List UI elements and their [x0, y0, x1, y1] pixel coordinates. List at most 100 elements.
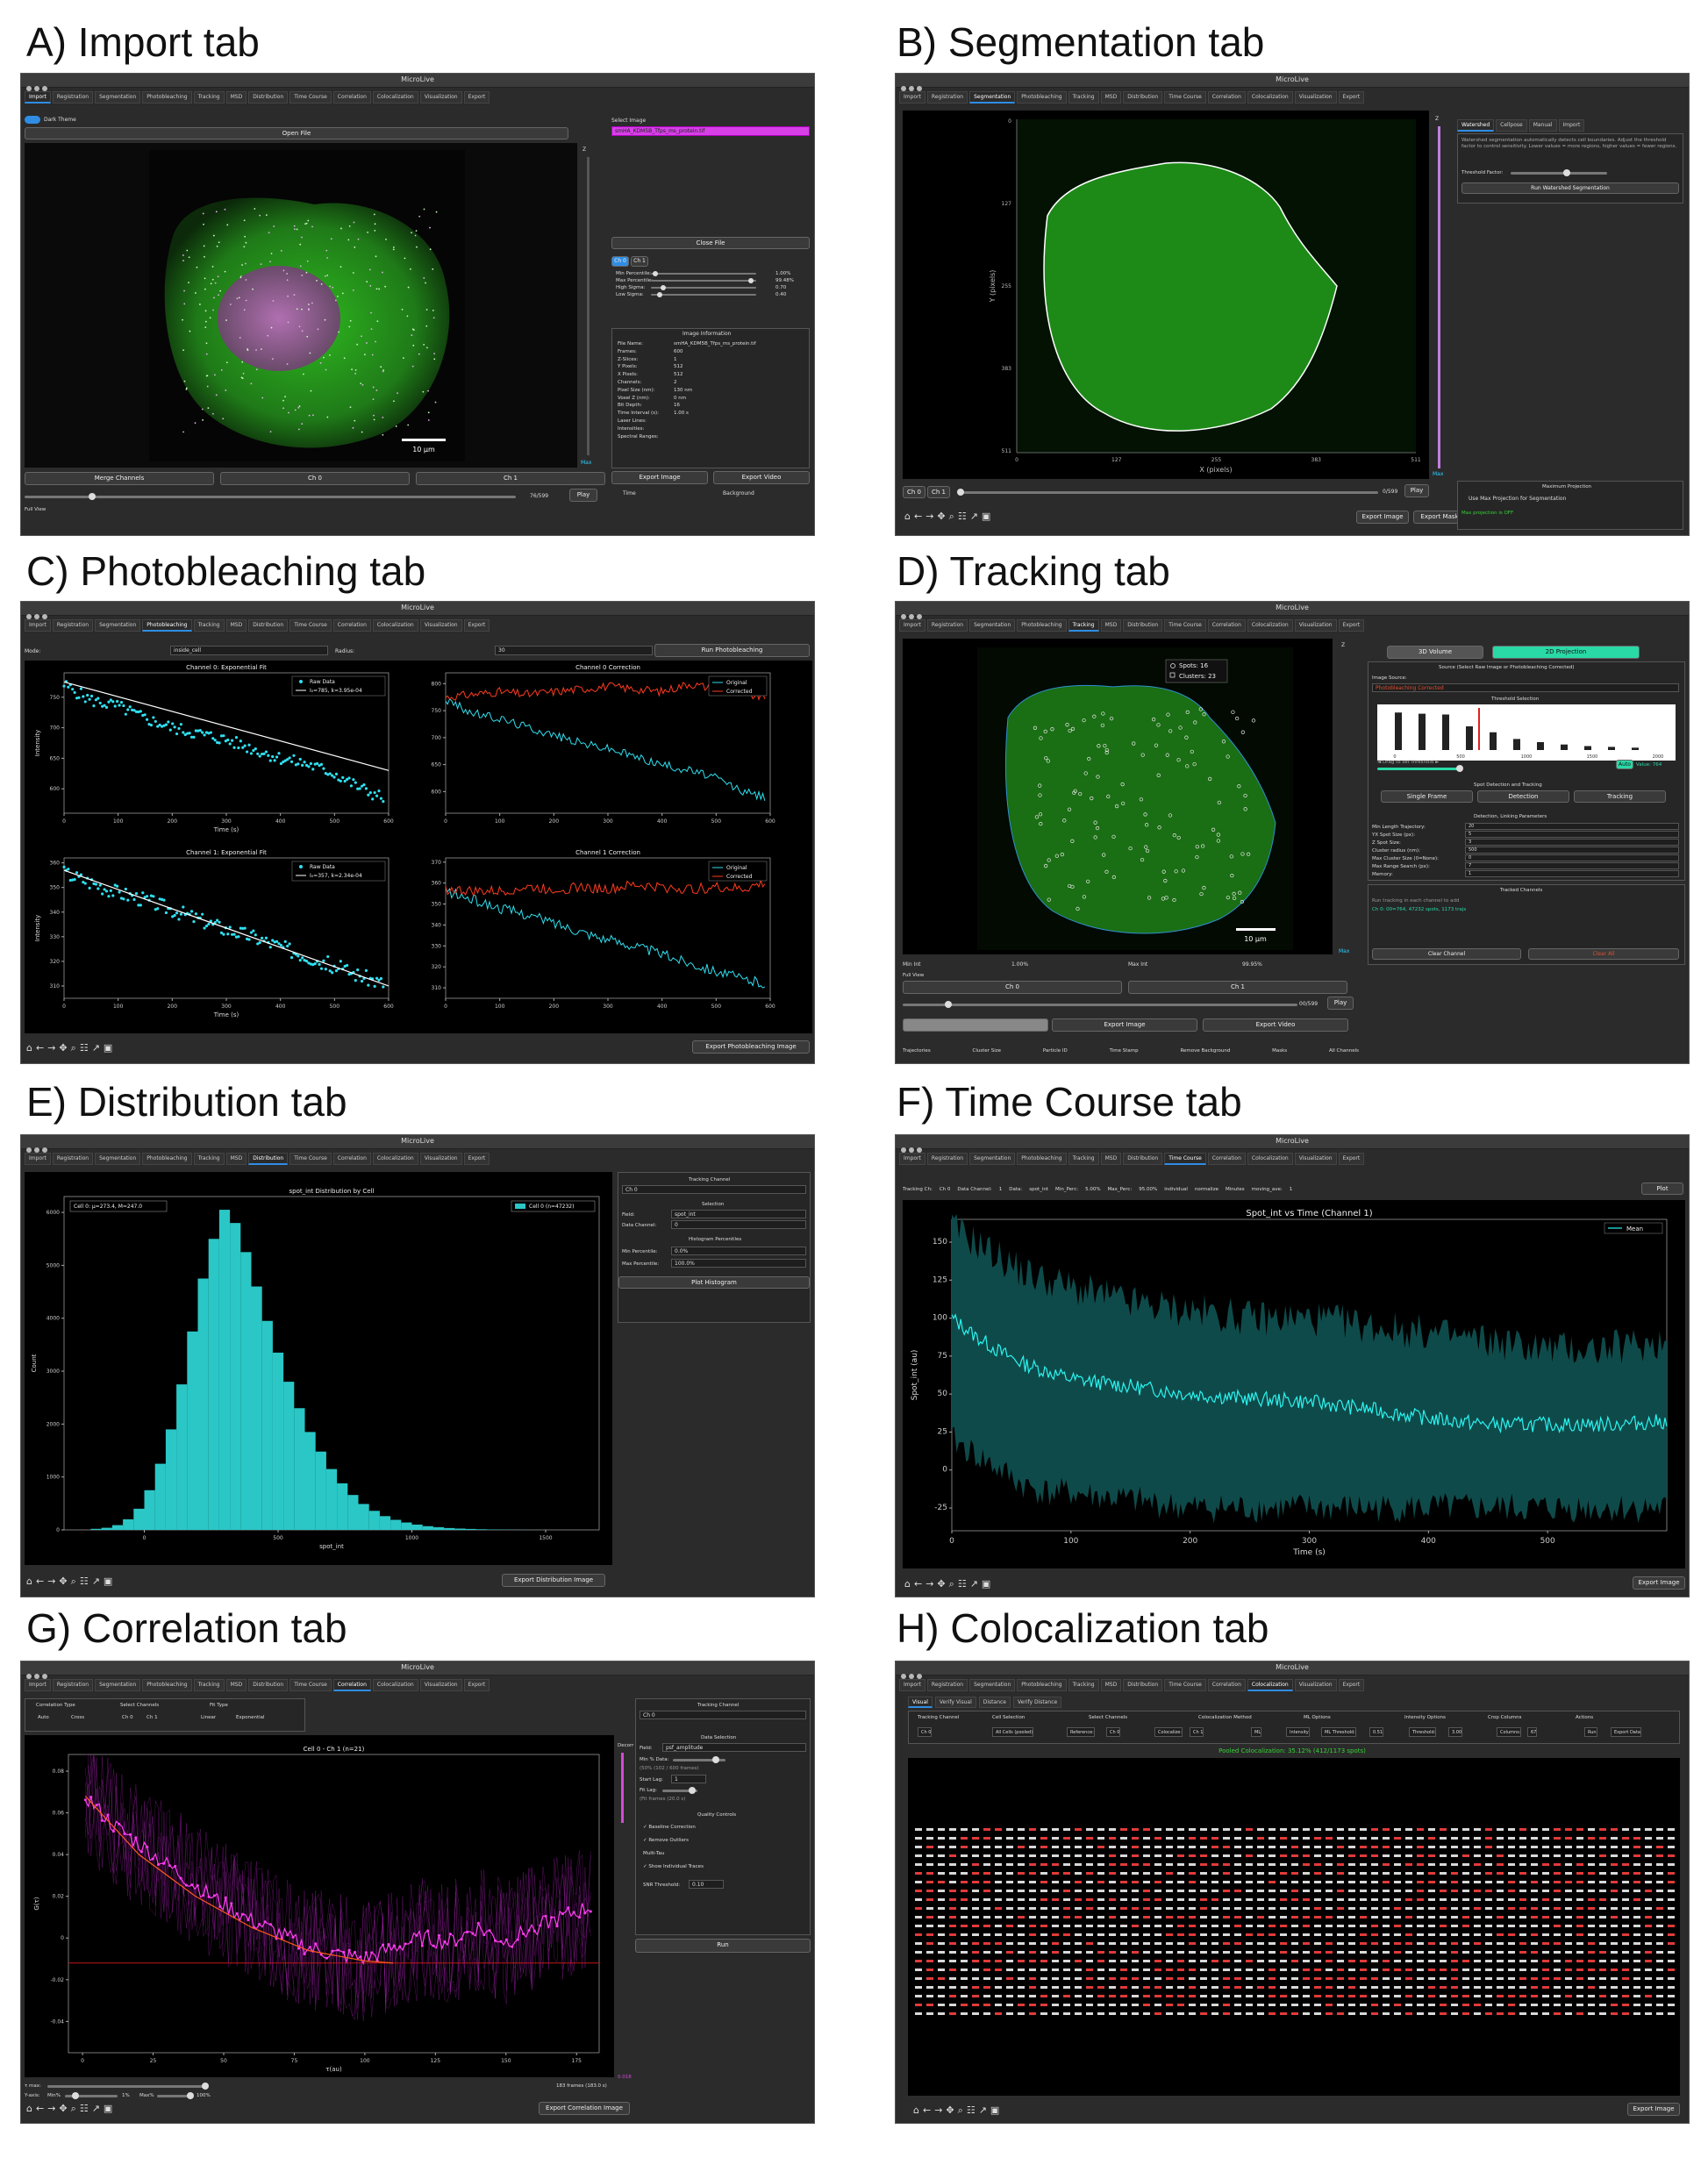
back-icon[interactable]: ←	[35, 1042, 48, 1054]
control-value-10[interactable]: Threshold:	[1409, 1727, 1437, 1737]
exponential-radio[interactable]: Exponential	[236, 1715, 265, 1720]
home-icon[interactable]: ⌂	[904, 511, 914, 522]
tab-visualization[interactable]: Visualization	[419, 91, 462, 104]
tab-colocalization[interactable]: Colocalization	[1247, 619, 1293, 632]
start-lag-input[interactable]: 1	[671, 1775, 706, 1783]
tab-segmentation[interactable]: Segmentation	[95, 619, 141, 632]
param-input-1[interactable]: 5	[1465, 831, 1679, 838]
ch1-button[interactable]: Ch 1	[416, 472, 605, 485]
slider-track-3[interactable]	[651, 292, 756, 297]
radius-input[interactable]: 30	[495, 646, 653, 655]
max-lag-knob[interactable]	[202, 2083, 209, 2090]
tab-tracking[interactable]: Tracking	[1068, 1153, 1099, 1165]
tab-tracking[interactable]: Tracking	[193, 1153, 225, 1165]
min-pct-slider[interactable]	[65, 2092, 118, 2099]
tab-msd[interactable]: MSD	[1100, 91, 1122, 104]
home-icon[interactable]: ⌂	[26, 1042, 36, 1054]
tab-distribution[interactable]: Distribution	[1123, 91, 1163, 104]
tab-registration[interactable]: Registration	[52, 1679, 94, 1691]
time-slider[interactable]	[957, 489, 1378, 496]
zoom-icon[interactable]: ⌕	[948, 511, 958, 522]
tab-visualization[interactable]: Visualization	[1294, 1153, 1337, 1165]
save-icon[interactable]: ▣	[103, 1042, 117, 1054]
pan-icon[interactable]: ✥	[937, 511, 949, 522]
tab-colocalization[interactable]: Colocalization	[372, 619, 418, 632]
fit-lag-knob[interactable]	[689, 1787, 696, 1794]
tab-registration[interactable]: Registration	[926, 619, 968, 632]
tab-correlation[interactable]: Correlation	[332, 1679, 371, 1691]
clear-channel-button[interactable]: Clear Channel	[1372, 948, 1521, 960]
tab-export[interactable]: Export	[463, 91, 490, 104]
tab-time-course[interactable]: Time Course	[1164, 619, 1206, 632]
single-frame-button[interactable]: Single Frame	[1381, 790, 1473, 803]
seg-tab-manual[interactable]: Manual	[1528, 119, 1557, 132]
save-icon[interactable]: ▣	[981, 1578, 995, 1590]
background-check[interactable]: Background	[723, 490, 754, 497]
control-value-8[interactable]: ML Threshold:	[1321, 1727, 1357, 1737]
export-image-button[interactable]: Export Image	[1633, 1576, 1685, 1590]
ch0-button[interactable]: Ch 0	[903, 981, 1122, 994]
3d-volume-tab[interactable]: 3D Volume	[1387, 646, 1483, 659]
tab-distribution[interactable]: Distribution	[1123, 1153, 1163, 1165]
pan-icon[interactable]: ✥	[59, 1576, 71, 1587]
detection-button[interactable]: Detection	[1477, 790, 1569, 803]
tab-visualization[interactable]: Visualization	[1294, 91, 1337, 104]
configure-icon[interactable]: ☷	[79, 1576, 92, 1587]
forward-icon[interactable]: →	[47, 1576, 60, 1587]
tab-export[interactable]: Export	[463, 1153, 490, 1165]
ch1-tab[interactable]: Ch 1	[631, 256, 648, 267]
check-trajectories[interactable]: Trajectories	[903, 1048, 931, 1054]
tab-registration[interactable]: Registration	[52, 619, 94, 632]
merge-channels-button[interactable]: Merge Channels	[25, 472, 214, 485]
tab-import[interactable]: Import	[899, 619, 925, 632]
time-slider-knob[interactable]	[957, 489, 964, 496]
param-input-2[interactable]: 3	[1465, 839, 1679, 846]
tab-export[interactable]: Export	[1338, 619, 1365, 632]
tab-export[interactable]: Export	[463, 1679, 490, 1691]
slider-track-0[interactable]	[651, 271, 756, 276]
configure-icon[interactable]: ☷	[79, 1042, 92, 1054]
tab-segmentation[interactable]: Segmentation	[969, 619, 1016, 632]
tab-correlation[interactable]: Correlation	[332, 1153, 371, 1165]
param-input-3[interactable]: 500	[1465, 847, 1679, 854]
threshold-factor-slider[interactable]	[1511, 169, 1607, 176]
export-image-button[interactable]: Export Image	[1627, 2103, 1680, 2116]
check-remove-background[interactable]: Remove Background	[1180, 1048, 1231, 1054]
tab-time-course[interactable]: Time Course	[289, 619, 332, 632]
tab-correlation[interactable]: Correlation	[1207, 1679, 1246, 1691]
tab-photobleaching[interactable]: Photobleaching	[1017, 619, 1067, 632]
tab-import[interactable]: Import	[25, 91, 51, 104]
play-button[interactable]: Play	[1327, 997, 1354, 1010]
clear-all-button[interactable]: Clear All	[1528, 948, 1679, 960]
tab-msd[interactable]: MSD	[1100, 1153, 1122, 1165]
configure-icon[interactable]: ☷	[957, 511, 970, 522]
run-watershed-button[interactable]: Run Watershed Segmentation	[1461, 182, 1679, 194]
time-check[interactable]: Time	[623, 490, 636, 497]
control-1[interactable]: Ch 0	[939, 1187, 951, 1192]
tab-registration[interactable]: Registration	[926, 1153, 968, 1165]
full-view-check[interactable]: Full View	[903, 973, 925, 978]
option-remove-outliers[interactable]: ✓ Remove Outliers	[643, 1838, 689, 1843]
min-data-knob[interactable]	[712, 1756, 719, 1763]
tab-import[interactable]: Import	[899, 91, 925, 104]
zoom-icon[interactable]: ⌕	[70, 2103, 80, 2114]
tab-tracking[interactable]: Tracking	[1068, 1679, 1099, 1691]
z-slider[interactable]	[587, 157, 590, 455]
tab-photobleaching[interactable]: Photobleaching	[142, 1153, 192, 1165]
tab-time-course[interactable]: Time Course	[289, 1679, 332, 1691]
cross-radio[interactable]: Cross	[71, 1715, 85, 1720]
tracking-button[interactable]: Tracking	[1574, 790, 1666, 803]
max-percentile-input[interactable]: 100.0%	[671, 1259, 806, 1268]
tracked-item[interactable]: Ch 0: 00=764, 47232 spots, 1173 trajs	[1372, 907, 1467, 912]
tab-import[interactable]: Import	[25, 619, 51, 632]
param-input-6[interactable]: 1	[1465, 870, 1679, 877]
edit-axis-icon[interactable]: ↗	[91, 2103, 104, 2114]
tab-visualization[interactable]: Visualization	[419, 619, 462, 632]
tab-import[interactable]: Import	[25, 1153, 51, 1165]
slider-track-2[interactable]	[651, 285, 756, 290]
control-value-6[interactable]: ML	[1251, 1727, 1262, 1737]
forward-icon[interactable]: →	[47, 1042, 60, 1054]
option-show-individual-traces[interactable]: ✓ Show Individual Traces	[643, 1864, 704, 1869]
decorr-slider[interactable]	[621, 1753, 624, 1823]
control-7[interactable]: 5.00%	[1085, 1187, 1101, 1192]
